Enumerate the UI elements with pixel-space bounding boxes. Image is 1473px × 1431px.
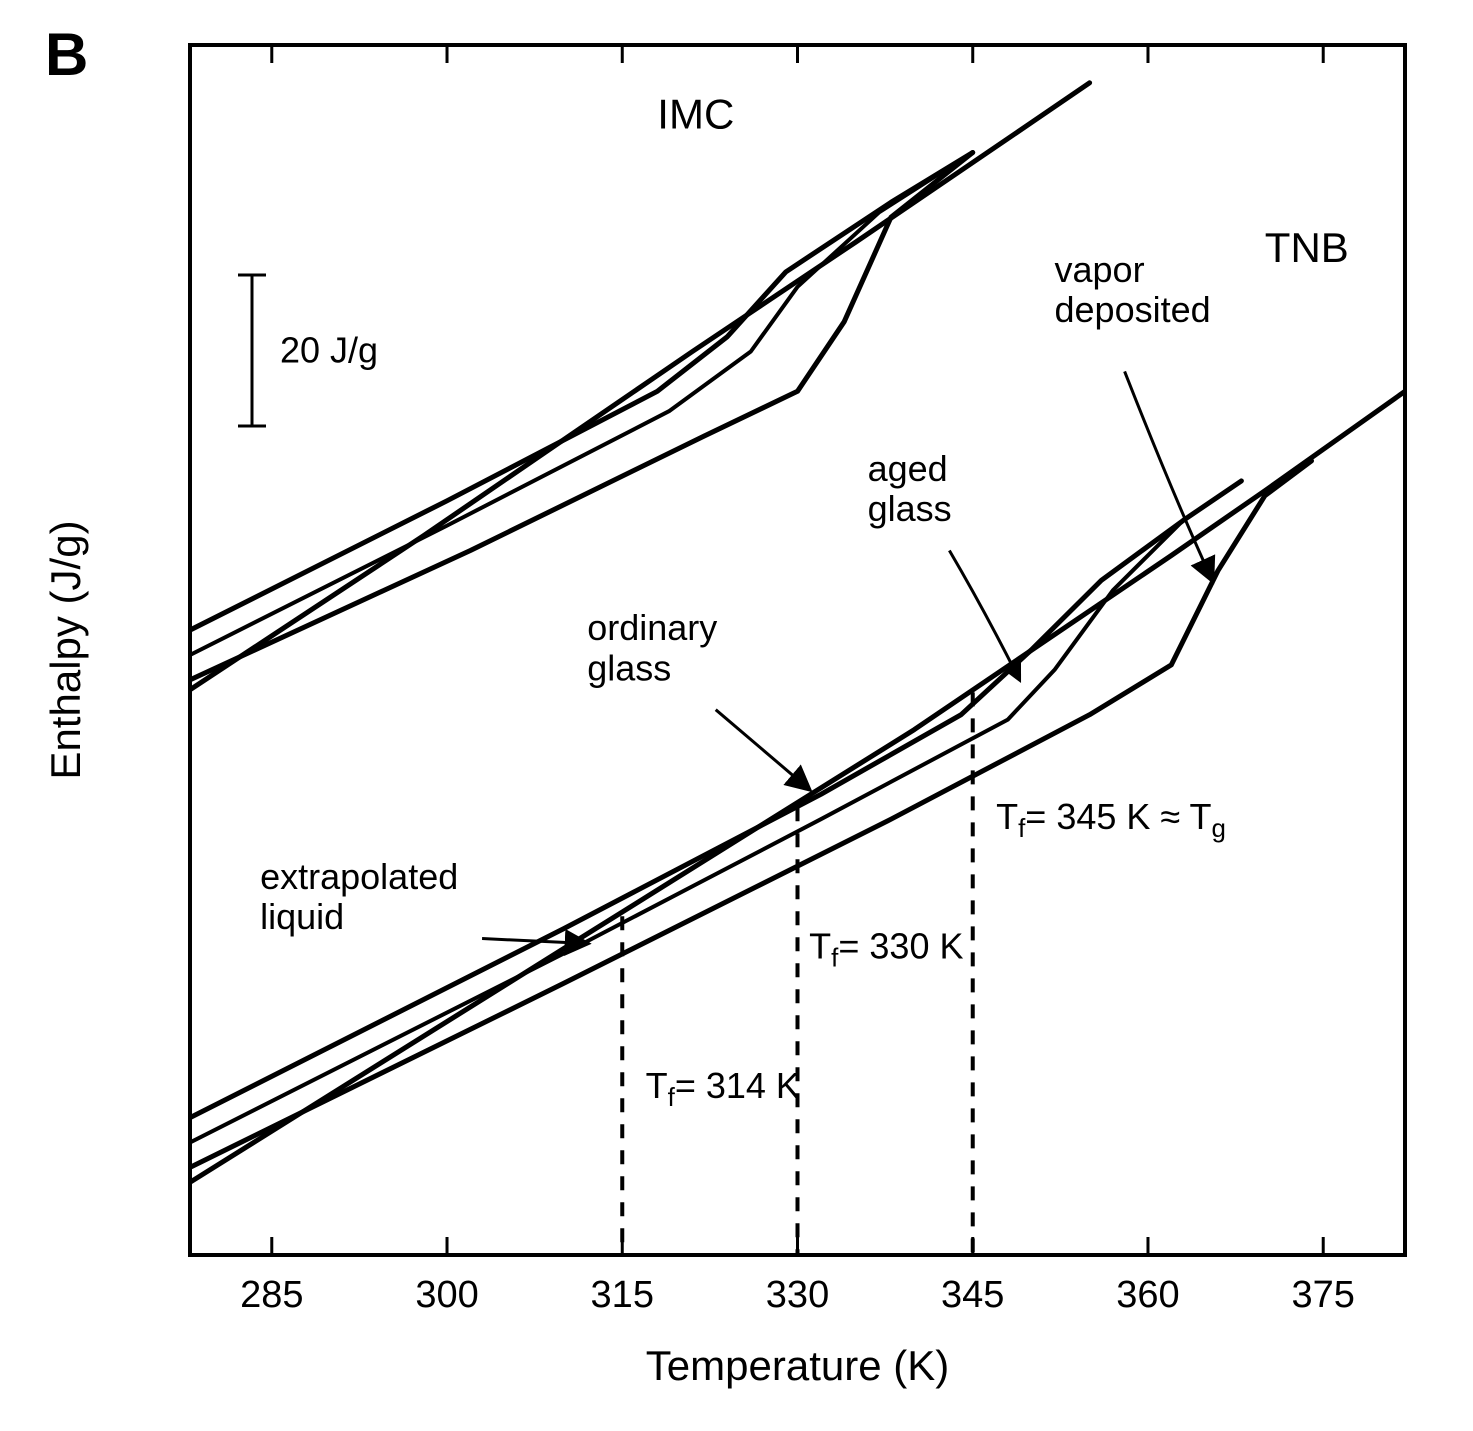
x-tick-label: 300 [415, 1274, 478, 1316]
scale-bar-label: 20 J/g [280, 330, 378, 371]
plot-background [0, 0, 1473, 1431]
x-tick-label: 360 [1116, 1274, 1179, 1316]
chart-svg: 285 300 315 330 345 360 375 Temperature (K) Enth… [0, 0, 1473, 1431]
tnb-label: TNB [1265, 224, 1349, 271]
tf-345-label: Tf= 345 K ≈ Tg [996, 796, 1226, 843]
panel-label: B [45, 21, 88, 88]
y-axis-label: Enthalpy (J/g) [42, 520, 89, 779]
x-tick-label: 330 [766, 1274, 829, 1316]
x-axis-label: Temperature (K) [646, 1342, 949, 1389]
x-tick-label: 375 [1292, 1274, 1355, 1316]
aged-glass-label: agedglass [868, 448, 952, 529]
x-tick-label: 315 [591, 1274, 654, 1316]
imc-label: IMC [657, 91, 734, 138]
x-tick-label: 345 [941, 1274, 1004, 1316]
enthalpy-chart: 285 300 315 330 345 360 375 Temperature (K) Enth… [0, 0, 1473, 1431]
x-tick-label: 285 [240, 1274, 303, 1316]
